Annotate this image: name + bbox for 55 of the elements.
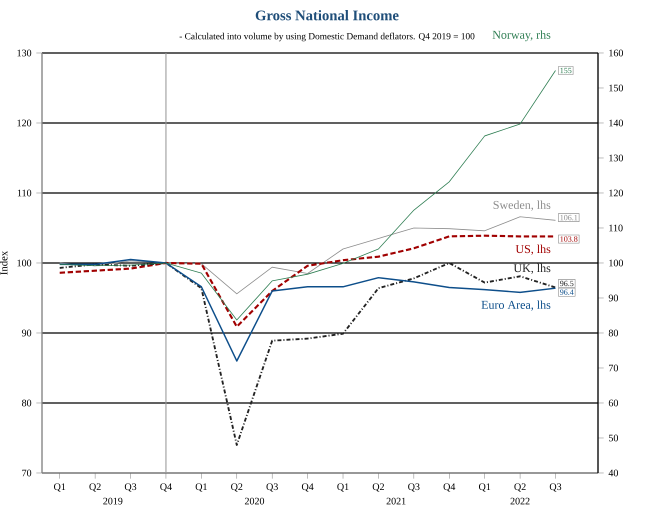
series-label: Euro Area, lhs [482, 300, 550, 311]
y2-tick-label: 120 [609, 190, 624, 196]
y-tick-label: 130 [17, 50, 32, 56]
x-tick-label: Q3 [408, 483, 420, 492]
x-tick-label: Q2 [372, 483, 384, 492]
line-series [58, 258, 556, 362]
x-tick-label: Q2 [231, 483, 242, 492]
x-tick-label: Q1 [478, 483, 490, 492]
x-tick-label: Q1 [196, 483, 207, 492]
x-tick-label: Q4 [160, 483, 172, 492]
y2-tick-label: 140 [609, 120, 624, 126]
series-label: US, lhs [516, 244, 550, 255]
y-tick-label: 80 [22, 400, 32, 406]
chart-subtitle: - Calculated into volume by using Domestic Demand deflators. Q4 2019 = 100 [180, 32, 474, 42]
y2-tick-label: 130 [609, 154, 624, 162]
x-tick-label: Q1 [337, 483, 349, 492]
y2-tick-label: 90 [608, 294, 618, 302]
x-tick-label: Q3 [266, 483, 278, 492]
text: Norway, rhs [492, 30, 550, 42]
x-tick-label: Q1 [54, 483, 66, 492]
text: 2019 [103, 498, 122, 504]
x-tick-label: Q2 [89, 483, 101, 492]
y-tick-label: 120 [17, 120, 32, 126]
y2-tick-label: 110 [609, 224, 623, 232]
text: 2021 [386, 498, 406, 504]
data-label: 96.4 [560, 289, 574, 295]
y-tick-label: 70 [22, 470, 32, 476]
chart-title: Gross National Income [256, 10, 399, 20]
y-tick-label: 90 [22, 330, 32, 336]
y2-tick-label: 50 [608, 434, 618, 442]
y2-tick-label: 40 [608, 470, 618, 476]
x-tick-label: Q4 [302, 483, 314, 492]
data-label: 103.8 [560, 236, 578, 242]
text: 2020 [244, 498, 264, 504]
data-label: 155 [560, 68, 572, 74]
line-series [58, 262, 556, 446]
text: 2022 [510, 498, 530, 504]
line-series [59, 70, 556, 320]
y-tick-label: 100 [17, 260, 32, 266]
y2-tick-label: 100 [609, 260, 624, 266]
x-tick-label: Q3 [550, 483, 562, 492]
y2-tick-label: 80 [608, 330, 618, 336]
y2-tick-label: 160 [609, 50, 624, 56]
y2-tick-label: 150 [609, 84, 624, 92]
y-tick-label: 110 [18, 190, 32, 196]
y-axis-title: Index [0, 250, 8, 275]
series-label: UK, lhs [514, 264, 550, 274]
x-tick-label: Q2 [514, 483, 526, 492]
x-tick-label: Q3 [124, 483, 136, 492]
series-label: Sweden, lhs [494, 200, 550, 211]
x-tick-label: Q4 [444, 483, 456, 492]
data-label: 96.5 [560, 280, 574, 286]
data-label: 106.1 [560, 214, 578, 220]
y2-tick-label: 70 [609, 364, 618, 372]
y2-tick-label: 60 [608, 400, 618, 406]
